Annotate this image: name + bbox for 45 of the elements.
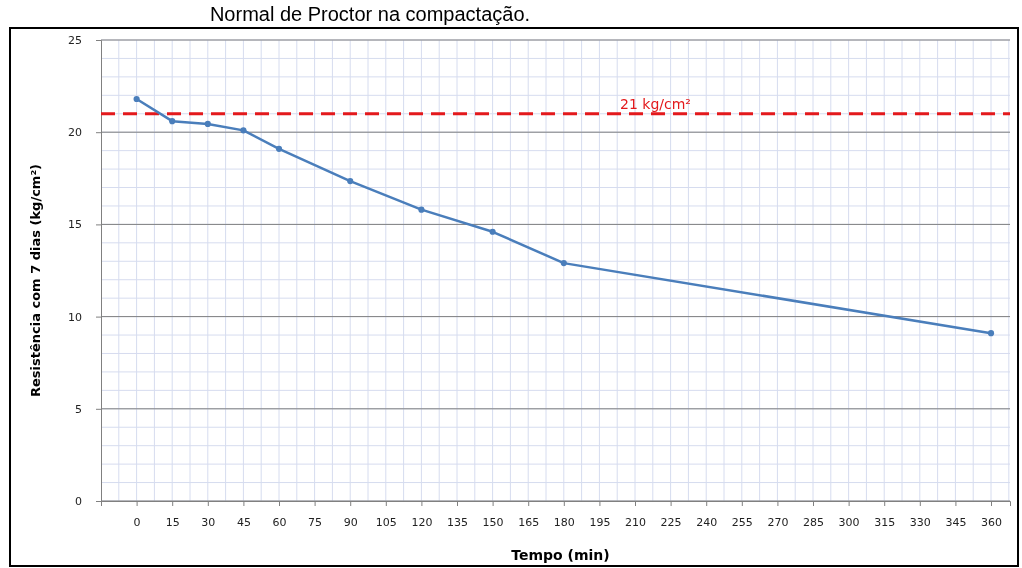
x-tick-label: 315 — [874, 515, 896, 529]
point — [169, 118, 176, 125]
x-tick-label: 30 — [201, 515, 216, 529]
x-tick-label: 120 — [411, 515, 433, 529]
x-tick-label: 75 — [308, 515, 323, 529]
x-tick-label: 195 — [589, 515, 611, 529]
point — [489, 228, 496, 235]
y-tick-label: 20 — [68, 126, 82, 140]
ref-line-label: 21 kg/cm² — [620, 95, 691, 112]
x-tick-label: 150 — [482, 515, 504, 529]
point — [204, 120, 211, 127]
x-tick-label: 60 — [272, 515, 287, 529]
x-tick-label: 270 — [767, 515, 789, 529]
point — [240, 127, 247, 134]
x-tick-label: 0 — [133, 515, 141, 529]
y-tick-label: 0 — [75, 495, 82, 509]
x-tick-label: 225 — [660, 515, 682, 529]
chart-title: Normal de Proctor na compactação. — [209, 3, 531, 25]
point — [418, 206, 425, 213]
x-tick-label: 285 — [803, 515, 825, 529]
x-tick-label: 15 — [165, 515, 180, 529]
x-tick-label: 165 — [518, 515, 540, 529]
x-tick-label: 360 — [981, 515, 1003, 529]
x-tick-label: 330 — [909, 515, 931, 529]
y-tick-label: 5 — [75, 402, 82, 416]
y-tick-label: 25 — [68, 34, 82, 48]
x-tick-label: 255 — [731, 515, 753, 529]
point — [275, 145, 283, 152]
point — [133, 95, 140, 103]
x-tick-label: 90 — [343, 515, 358, 529]
point — [987, 330, 995, 337]
x-axis-title: Tempo (min) — [511, 547, 610, 563]
y-tick-label: 15 — [68, 218, 82, 232]
point — [560, 260, 567, 267]
point — [347, 177, 354, 185]
x-tick-label: 210 — [625, 515, 647, 529]
x-tick-label: 135 — [447, 515, 469, 529]
y-tick-label: 10 — [68, 310, 82, 324]
x-tick-label: 300 — [838, 515, 860, 529]
x-tick-label: 105 — [375, 515, 397, 529]
x-tick-label: 240 — [696, 515, 718, 529]
x-tick-label: 345 — [945, 515, 967, 529]
x-tick-label: 45 — [236, 515, 251, 529]
x-tick-label: 180 — [553, 515, 575, 529]
y-axis-title: Resistência com 7 dias (kg/cm²) — [28, 163, 43, 398]
